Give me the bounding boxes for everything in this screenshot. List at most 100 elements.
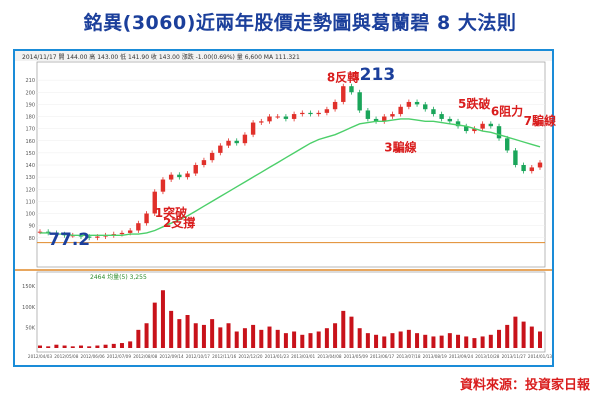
chart-annotation: 8反轉 [327, 69, 359, 84]
volume-bar [144, 323, 149, 348]
x-tick-label: 2012/11/16 [212, 354, 236, 359]
volume-bar [365, 333, 370, 348]
x-tick-label: 2013/03/01 [291, 354, 315, 359]
x-tick-label: 2013/01/23 [265, 354, 289, 359]
volume-bar [472, 338, 477, 348]
volume-bar [316, 331, 321, 348]
candle-body [144, 213, 149, 224]
x-tick-label: 2012/09/14 [160, 354, 184, 359]
volume-bar [78, 345, 83, 348]
volume-panel-bg [36, 271, 546, 353]
volume-bar [119, 343, 124, 348]
candle-body [439, 114, 444, 119]
volume-bar [128, 341, 133, 348]
candle-body [529, 167, 535, 172]
x-tick-label: 2013/10/28 [475, 354, 499, 359]
candle-body [480, 123, 485, 129]
x-tick-label: 2012/06/06 [81, 354, 105, 359]
candle-body [160, 179, 166, 192]
chart-annotation: 1突破 [155, 205, 187, 220]
volume-bar [111, 343, 116, 348]
volume-bar [54, 344, 59, 348]
volume-bar [374, 334, 379, 348]
candle-body [316, 112, 321, 115]
candle-body [390, 114, 395, 117]
volume-bar [251, 324, 256, 348]
y-tick-label: 80 [29, 236, 35, 242]
candle-body [431, 109, 436, 115]
y-tick-label: 160 [25, 139, 35, 145]
x-tick-label: 2013/04/08 [317, 354, 341, 359]
volume-bar [464, 336, 469, 348]
candle-body [447, 118, 453, 122]
data-source: 資料來源：投資家日報 [459, 378, 590, 393]
volume-bar [529, 326, 534, 348]
x-tick-label: 2012/12/20 [238, 354, 262, 359]
volume-bar [341, 310, 346, 348]
volume-bar [300, 334, 305, 348]
y-tick-label: 140 [25, 163, 35, 169]
volume-bar [349, 316, 354, 348]
candle-body [537, 162, 543, 168]
candle-body [193, 165, 198, 174]
candle-body [291, 114, 297, 119]
chart-annotation: 7騙線 [524, 113, 556, 128]
y-tick-label: 110 [25, 199, 35, 205]
volume-bar [62, 345, 67, 348]
candle-body [95, 236, 100, 238]
volume-bar [234, 331, 239, 348]
volume-bar [136, 329, 141, 348]
candle-body [472, 128, 477, 132]
chart-annotation: 3騙線 [384, 140, 416, 155]
volume-bar [218, 327, 223, 348]
candle-body [209, 152, 215, 161]
candle-body [267, 116, 272, 122]
volume-bar [267, 326, 272, 348]
x-tick-label: 2013/06/17 [370, 354, 394, 359]
x-tick-label: 2012/04/03 [28, 354, 52, 359]
candle-body [521, 165, 526, 172]
candle-body [513, 150, 518, 165]
volume-bar [382, 336, 387, 348]
y-tick-label: 210 [25, 78, 35, 84]
candle-body [365, 110, 371, 119]
chart-annotation: 2支撐 [163, 215, 195, 230]
candle-body [341, 86, 346, 102]
candle-body [414, 101, 420, 105]
candle-body [332, 101, 338, 110]
volume-bar [160, 290, 165, 348]
volume-bar [201, 324, 206, 348]
y-tick-label: 150 [25, 151, 35, 157]
x-tick-label: 2012/05/08 [54, 354, 78, 359]
header-strip-bg [15, 51, 552, 61]
volume-tick-label: 100K [22, 305, 36, 311]
candle-body [324, 109, 330, 113]
candle-body [136, 223, 141, 231]
volume-bar [447, 333, 452, 348]
candle-body [455, 121, 461, 127]
x-tick-label: 2013/07/18 [396, 354, 420, 359]
volume-bar [283, 333, 288, 348]
candle-body [505, 138, 510, 151]
candle-body [406, 101, 412, 107]
y-tick-label: 90 [29, 224, 35, 230]
y-tick-label: 130 [25, 175, 35, 181]
candle-body [349, 86, 354, 93]
volume-bar [46, 346, 51, 348]
candle-body [488, 123, 494, 127]
volume-bar [513, 316, 518, 348]
candle-body [127, 230, 133, 233]
x-tick-label: 2013/05/09 [344, 354, 368, 359]
volume-bar [185, 315, 190, 348]
candle-body [398, 106, 403, 115]
volume-bar [398, 331, 403, 348]
volume-bar [423, 334, 428, 348]
candle-body [201, 160, 207, 165]
candle-body [119, 232, 125, 235]
moving-average-line [40, 118, 541, 236]
y-tick-label: 170 [25, 127, 35, 133]
chart-annotation: 77.2 [48, 230, 90, 250]
candle-body [86, 236, 92, 238]
x-tick-label: 2012/08/08 [133, 354, 157, 359]
